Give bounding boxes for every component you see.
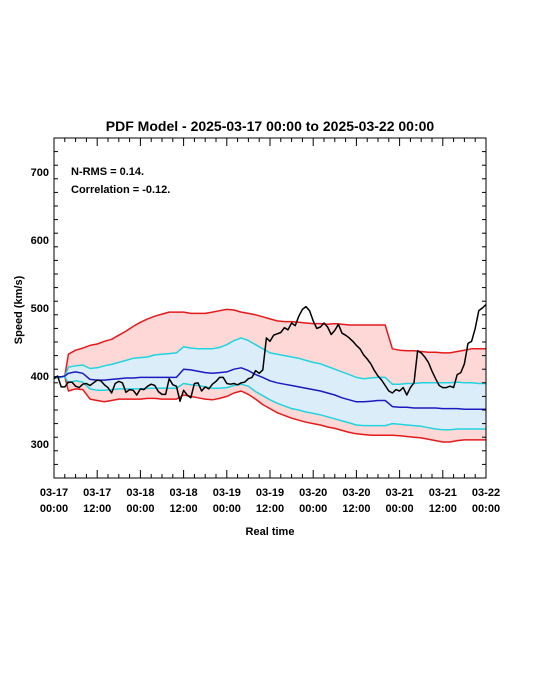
x-tick-label: 03-18 12:00 [170, 487, 198, 515]
y-tick-labels: 300 400 500 600 700 [31, 167, 49, 451]
x-tick-label: 03-21 12:00 [429, 487, 457, 515]
y-tick-label: 500 [31, 303, 49, 315]
chart-title: PDF Model - 2025-03-17 00:00 to 2025-03-… [106, 118, 435, 134]
y-tick-label: 400 [31, 371, 49, 383]
x-tick-label: 03-20 00:00 [299, 487, 327, 515]
y-tick-label: 700 [31, 167, 49, 179]
x-tick-label: 03-17 12:00 [83, 487, 111, 515]
x-tick-label: 03-18 00:00 [126, 487, 154, 515]
x-tick-label: 03-22 00:00 [472, 487, 500, 515]
inner-band-fill [54, 337, 486, 430]
plot-area [53, 304, 487, 443]
x-tick-label: 03-19 00:00 [213, 487, 241, 515]
x-tick-label: 03-21 00:00 [386, 487, 414, 515]
y-tick-label: 300 [31, 439, 49, 451]
nrms-annotation: N-RMS = 0.14. [71, 166, 144, 178]
correlation-annotation: Correlation = -0.12. [71, 184, 170, 196]
x-tick-labels: 03-17 00:00 03-17 12:00 03-18 00:00 03-18 12:00… [40, 487, 500, 515]
axis-ticks [53, 137, 487, 479]
inner-lower-line [54, 375, 486, 431]
x-tick-label: 03-20 12:00 [342, 487, 370, 515]
outer-upper-line [53, 308, 486, 379]
x-tick-label: 03-19 12:00 [256, 487, 284, 515]
x-tick-label: 03-17 00:00 [40, 487, 68, 515]
median-line [54, 367, 486, 411]
observed-line [53, 304, 487, 402]
y-tick-label: 600 [31, 235, 49, 247]
x-axis-label: Real time [246, 526, 295, 538]
outer-lower-line [54, 375, 486, 443]
y-axis-label: Speed (km/s) [13, 275, 25, 344]
